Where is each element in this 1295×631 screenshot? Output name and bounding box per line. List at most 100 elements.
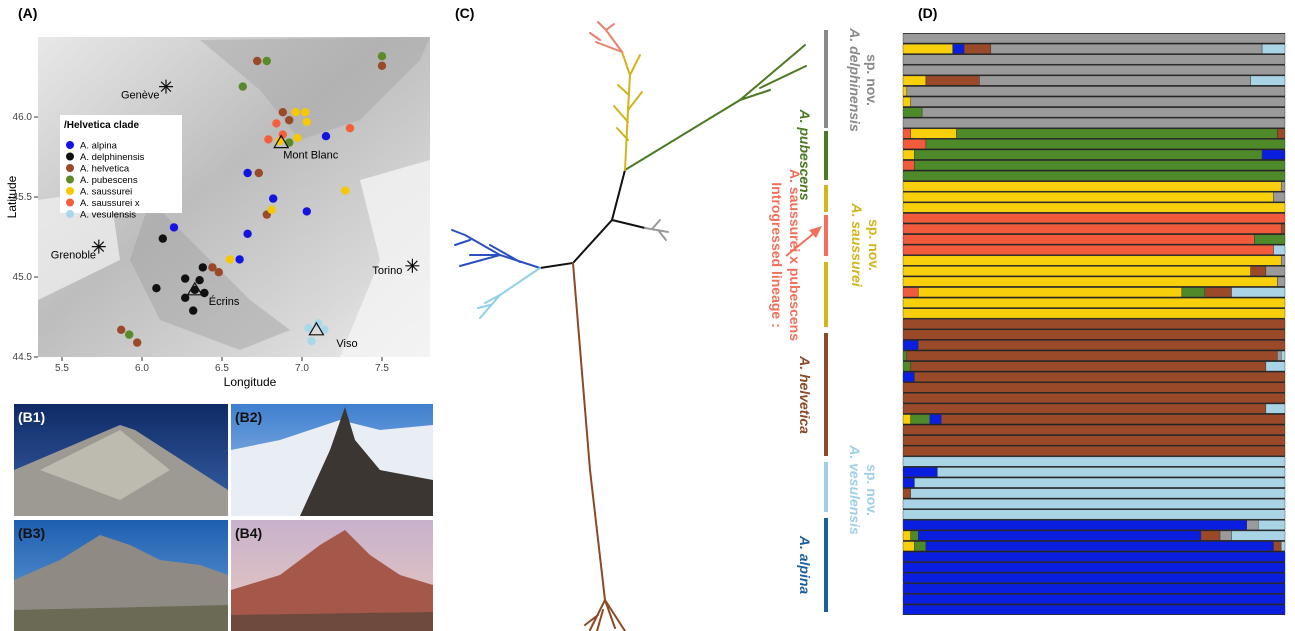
ancestry-segment	[1265, 361, 1286, 372]
legend-label: A. saussurei	[80, 187, 132, 198]
ancestry-segment	[979, 75, 1251, 86]
map-point	[291, 108, 300, 117]
ancestry-segment	[902, 96, 911, 107]
ancestry-segment	[914, 160, 1286, 171]
map-point	[117, 325, 126, 334]
peak-marker	[308, 321, 325, 336]
clade-label: A. vesulensis	[847, 444, 863, 535]
ancestry-segment	[1265, 403, 1286, 414]
map-point	[208, 263, 217, 272]
map-point	[198, 263, 207, 272]
ancestry-segment	[910, 128, 957, 139]
map-point	[238, 82, 247, 91]
legend-label: A. vesulensis	[80, 210, 136, 221]
city-marker	[159, 79, 173, 94]
map-point	[302, 117, 311, 127]
map-point	[253, 56, 262, 66]
ancestry-segment	[902, 361, 911, 372]
legend-marker	[66, 152, 74, 161]
ancestry-segment	[1280, 223, 1286, 234]
landmark-label: Viso	[336, 338, 357, 350]
y-tick-label: 45.0	[13, 272, 33, 283]
legend-title: /Helvetica clade	[64, 120, 139, 131]
photo-rock	[231, 530, 433, 631]
map-point	[152, 284, 161, 293]
terrain-relief	[340, 160, 430, 357]
ancestry-segment	[1219, 530, 1232, 541]
legend: /Helvetica clade	[60, 115, 182, 213]
legend-marker	[66, 210, 74, 218]
ancestry-segment	[902, 467, 938, 478]
ancestry-segment	[902, 520, 1247, 530]
photo-b1	[14, 404, 228, 516]
map-point	[262, 56, 271, 66]
ancestry-segment	[952, 43, 965, 54]
photo-label: (B4)	[235, 525, 262, 541]
ancestry-segment	[902, 266, 1251, 276]
ancestry-segment	[902, 170, 1286, 181]
photo-b3	[14, 520, 228, 631]
photo-rock	[40, 430, 170, 500]
map-point	[321, 132, 331, 141]
photo-ground	[14, 605, 228, 631]
clade-label: A. alpina	[797, 535, 813, 595]
ancestry-segment	[941, 414, 1286, 425]
clade-label: sp. nov.	[866, 219, 882, 271]
map-point	[158, 234, 167, 243]
structure-plot	[902, 33, 1286, 615]
introgression-arrow	[785, 229, 819, 257]
y-tick-label: 46.0	[13, 112, 33, 123]
map-point	[307, 336, 316, 346]
ancestry-segment	[1231, 287, 1286, 298]
panel-label: (A)	[18, 5, 37, 21]
map-point	[293, 133, 302, 142]
ancestry-segment	[925, 541, 1274, 552]
phylogenetic-tree	[451, 21, 807, 631]
ancestry-segment	[902, 86, 908, 97]
photo-b2	[231, 404, 433, 516]
ancestry-segment	[914, 149, 1263, 160]
ancestry-segment	[902, 287, 919, 298]
ancestry-segment	[1273, 541, 1282, 552]
photo-label: (B1)	[18, 409, 45, 425]
ancestry-segment	[1250, 75, 1286, 86]
photo-ground	[231, 612, 433, 631]
map-point	[377, 52, 387, 61]
legend-label: A. helvetica	[80, 164, 130, 175]
ancestry-segment	[1200, 530, 1221, 541]
map-point	[254, 168, 263, 178]
city-marker	[91, 239, 106, 254]
terrain-relief	[38, 190, 120, 300]
panel-label: (D)	[918, 5, 937, 21]
ancestry-segment	[906, 86, 1286, 97]
ancestry-segment	[1280, 350, 1286, 361]
map-point	[302, 207, 311, 216]
ancestry-segment	[902, 139, 927, 150]
map-point	[264, 135, 273, 144]
photo-b4	[231, 520, 433, 631]
map-point	[301, 108, 310, 117]
ancestry-segment	[1250, 266, 1267, 276]
ancestry-segment	[902, 403, 1267, 414]
map-point	[181, 293, 190, 302]
ancestry-segment	[1261, 149, 1286, 160]
map-point	[243, 229, 252, 238]
ancestry-segment	[902, 350, 908, 361]
ancestry-segment	[902, 329, 1286, 340]
ancestry-segment	[906, 350, 1278, 361]
map-point	[214, 268, 223, 277]
ancestry-segment	[910, 414, 930, 425]
ancestry-segment	[902, 340, 919, 351]
legend-marker	[66, 198, 74, 207]
map-point	[235, 255, 244, 264]
clade-label: sp. nov.	[864, 54, 880, 106]
landmark-label: Torino	[372, 265, 402, 277]
ancestry-segment	[956, 128, 1278, 139]
ancestry-segment	[910, 488, 1286, 499]
peak-marker	[186, 281, 203, 296]
ancestry-segment	[902, 594, 1286, 605]
ancestry-segment	[902, 541, 915, 552]
ancestry-segment	[1254, 234, 1286, 245]
ancestry-segment	[902, 213, 1286, 224]
